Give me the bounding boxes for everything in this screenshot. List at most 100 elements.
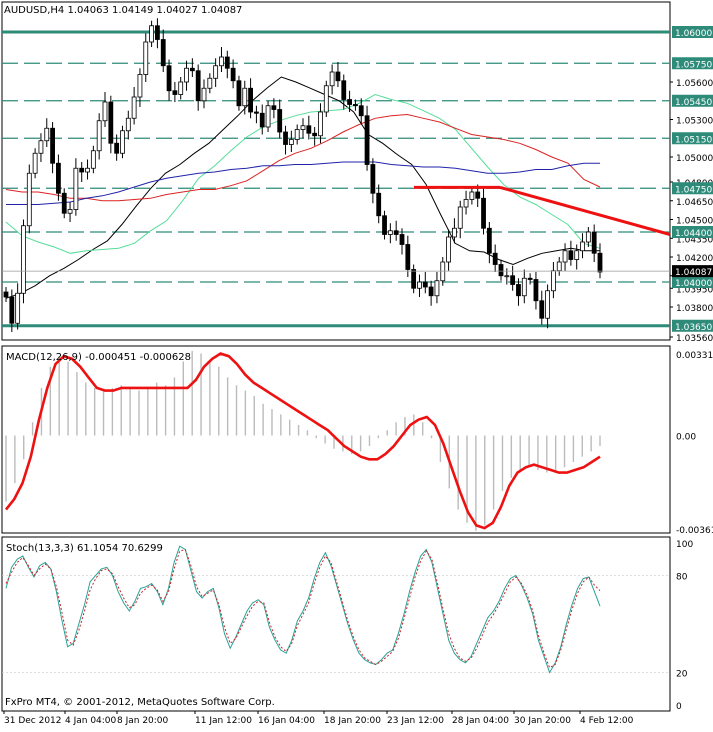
time-axis: 31 Dec 2012 4 Jan 04:00 8 Jan 20:00 11 Jan … <box>3 711 634 726</box>
candle-body <box>44 127 50 142</box>
candle-body <box>580 241 585 252</box>
candle-body <box>387 230 393 235</box>
level-label: 1.04400 <box>675 229 712 239</box>
x-tick-label: 18 Jan 20:00 <box>324 716 381 726</box>
candle-body <box>353 104 358 107</box>
x-tick-label: 4 Jan 04:00 <box>65 716 117 726</box>
level-label-box <box>672 319 713 332</box>
candle-body <box>56 162 61 194</box>
candle-body <box>172 90 178 95</box>
y-tick-label: 1.05000 <box>676 154 713 164</box>
candle-body <box>102 101 108 122</box>
candle-body <box>85 167 90 173</box>
candle-body <box>137 74 143 98</box>
candle-body <box>90 150 96 169</box>
candle-body <box>201 87 207 102</box>
y-tick-label: 1.05600 <box>676 79 713 89</box>
candle-body <box>207 77 213 89</box>
candle-body <box>300 125 306 130</box>
x-tick-label: 31 Dec 2012 <box>4 716 62 726</box>
level-label-box <box>672 226 713 238</box>
candle-body <box>149 25 154 43</box>
candle-body <box>341 80 347 100</box>
current-price-box <box>672 265 713 278</box>
candle-body <box>545 290 550 319</box>
y-tick-label: 1.03950 <box>676 285 713 295</box>
candle-body <box>539 300 545 319</box>
candle-body <box>306 125 312 134</box>
candle-body <box>417 281 422 289</box>
candle-body <box>446 236 451 263</box>
level-label-box <box>672 276 713 288</box>
y-tick-label: 1.04350 <box>676 235 713 245</box>
candle-body <box>527 277 533 280</box>
candle-body <box>521 277 527 297</box>
candle-body <box>463 199 469 208</box>
candle-body <box>556 261 562 272</box>
candle-body <box>114 142 120 154</box>
candle-body <box>67 209 73 214</box>
candle-body <box>475 191 481 199</box>
x-tick-label: 16 Jan 04:00 <box>258 716 315 726</box>
candle-body <box>376 192 382 217</box>
candle-body <box>195 70 201 102</box>
candle-body <box>516 284 521 297</box>
macd-signal-line <box>4 352 601 530</box>
candle-body <box>585 231 591 243</box>
level-label-box <box>672 57 713 70</box>
candle-body <box>32 152 38 174</box>
candle-body <box>312 132 318 137</box>
candle-body <box>399 234 405 245</box>
candle-body <box>434 280 440 297</box>
candle-body <box>79 167 85 173</box>
candle-body <box>189 67 195 72</box>
candle-body <box>125 117 131 132</box>
candle-body <box>574 250 580 260</box>
y-tick-label: 80 <box>676 572 688 582</box>
level-label: 1.05150 <box>675 135 712 145</box>
y-tick-label: 100 <box>676 540 693 550</box>
y-tick-label: 1.03800 <box>676 304 713 314</box>
stochastic-line <box>5 545 601 674</box>
level-label: 1.04750 <box>675 185 712 195</box>
copyright-text: FxPro MT4, © 2001-2012, MetaQuotes Softw… <box>5 697 275 708</box>
candle-body <box>271 105 277 110</box>
candle-body <box>551 270 556 292</box>
level-label-box <box>672 182 713 195</box>
x-tick-label: 11 Jan 12:00 <box>195 716 252 726</box>
candle-body <box>3 291 9 298</box>
candle-body <box>329 71 335 87</box>
moving-average-line <box>5 93 601 254</box>
level-label: 1.05450 <box>675 98 712 108</box>
y-tick-label: 1.04200 <box>676 254 713 264</box>
candle-body <box>393 230 399 235</box>
candle-body <box>178 81 184 95</box>
candle-body <box>9 296 15 324</box>
candle-body <box>568 250 574 260</box>
candle-body <box>562 250 568 263</box>
candle-body <box>143 41 149 75</box>
current-price-label: 1.04087 <box>675 268 712 278</box>
x-tick-label: 28 Jan 04:00 <box>452 716 509 726</box>
y-tick-label: 0.00 <box>676 433 696 443</box>
moving-average-line <box>6 161 600 205</box>
y-tick-label: 1.04500 <box>676 217 713 227</box>
candle-body <box>213 65 219 79</box>
candle-body <box>230 67 236 82</box>
candle-body <box>166 65 172 92</box>
candle-body <box>73 167 79 210</box>
candle-body <box>358 105 364 117</box>
candle-body <box>38 140 44 154</box>
y-tick-label: 0 <box>676 702 682 712</box>
candle-body <box>155 25 160 40</box>
candle-body <box>248 87 253 113</box>
level-label: 1.04000 <box>675 279 712 289</box>
candle-body <box>364 115 370 165</box>
candle-body <box>288 139 294 145</box>
candle-body <box>405 244 411 270</box>
candle-body <box>184 67 189 83</box>
candle-body <box>160 39 166 67</box>
candle-body <box>61 192 67 214</box>
